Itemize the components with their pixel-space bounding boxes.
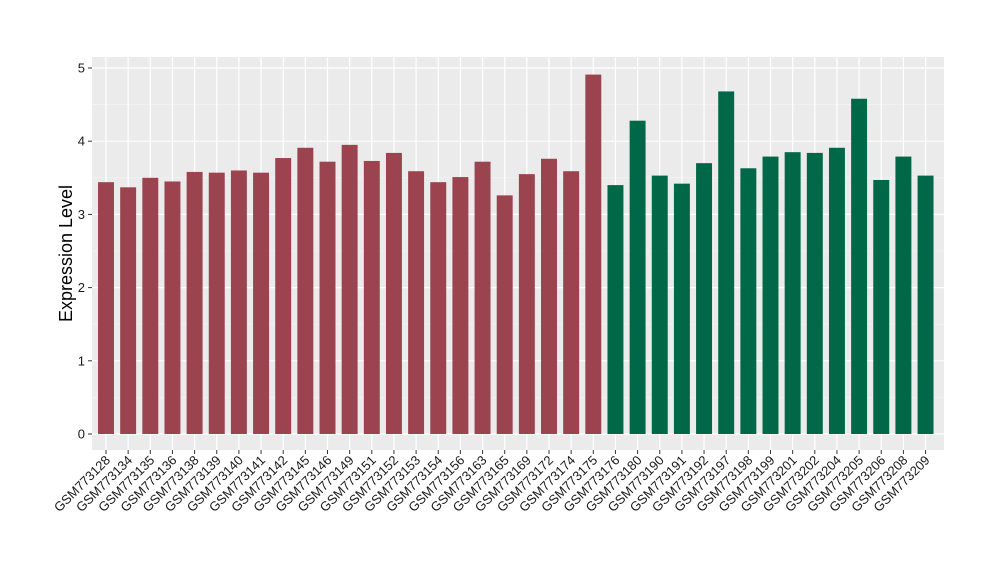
- bar-GSM773151: [363, 160, 380, 435]
- bar-GSM773156: [452, 177, 469, 434]
- bar-GSM773204: [828, 147, 845, 434]
- bar-GSM773208: [895, 156, 912, 434]
- x-axis: GSM773128GSM773134GSM773135GSM773136GSM7…: [51, 450, 933, 515]
- bar-GSM773190: [651, 175, 668, 434]
- bar-GSM773198: [740, 168, 757, 434]
- bar-GSM773192: [696, 163, 713, 434]
- bar-GSM773180: [629, 120, 646, 434]
- bar-GSM773138: [186, 171, 203, 434]
- bar-GSM773176: [607, 185, 624, 434]
- bar-GSM773169: [518, 174, 535, 434]
- bar-GSM773152: [385, 152, 402, 435]
- bar-GSM773146: [319, 161, 336, 435]
- bar-GSM773142: [275, 158, 292, 434]
- bar-GSM773153: [408, 171, 425, 434]
- bar-GSM773206: [873, 179, 890, 434]
- bar-GSM773163: [474, 161, 491, 435]
- bar-GSM773134: [120, 187, 137, 434]
- bar-GSM773149: [341, 144, 358, 435]
- bar-GSM773205: [851, 98, 868, 434]
- y-tick-label: 2: [78, 280, 85, 295]
- bar-GSM773145: [297, 147, 314, 434]
- bar-GSM773201: [784, 152, 801, 434]
- y-tick-label: 3: [78, 207, 85, 222]
- bar-GSM773139: [208, 172, 225, 434]
- bar-GSM773175: [585, 74, 602, 434]
- bar-GSM773197: [718, 91, 735, 434]
- bar-GSM773172: [541, 158, 557, 434]
- y-tick-label: 5: [78, 61, 85, 76]
- bar-GSM773209: [917, 175, 934, 434]
- y-tick-label: 4: [78, 134, 85, 149]
- bars: [98, 74, 934, 435]
- bar-GSM773141: [253, 172, 270, 434]
- bar-GSM773202: [806, 152, 823, 435]
- y-axis-title: Expression Level: [56, 185, 76, 322]
- bar-GSM773174: [563, 171, 580, 434]
- y-tick-label: 0: [78, 427, 85, 442]
- bar-GSM773199: [762, 156, 779, 434]
- bar-GSM773165: [496, 195, 513, 434]
- bar-GSM773136: [164, 181, 181, 434]
- bar-GSM773154: [430, 182, 447, 434]
- bar-GSM773191: [673, 183, 690, 434]
- y-axis: 0 1 2 3 4 5: [78, 61, 92, 442]
- bar-GSM773128: [98, 182, 114, 434]
- y-tick-label: 1: [78, 353, 85, 368]
- bar-GSM773135: [142, 177, 159, 435]
- bar-GSM773140: [230, 170, 247, 435]
